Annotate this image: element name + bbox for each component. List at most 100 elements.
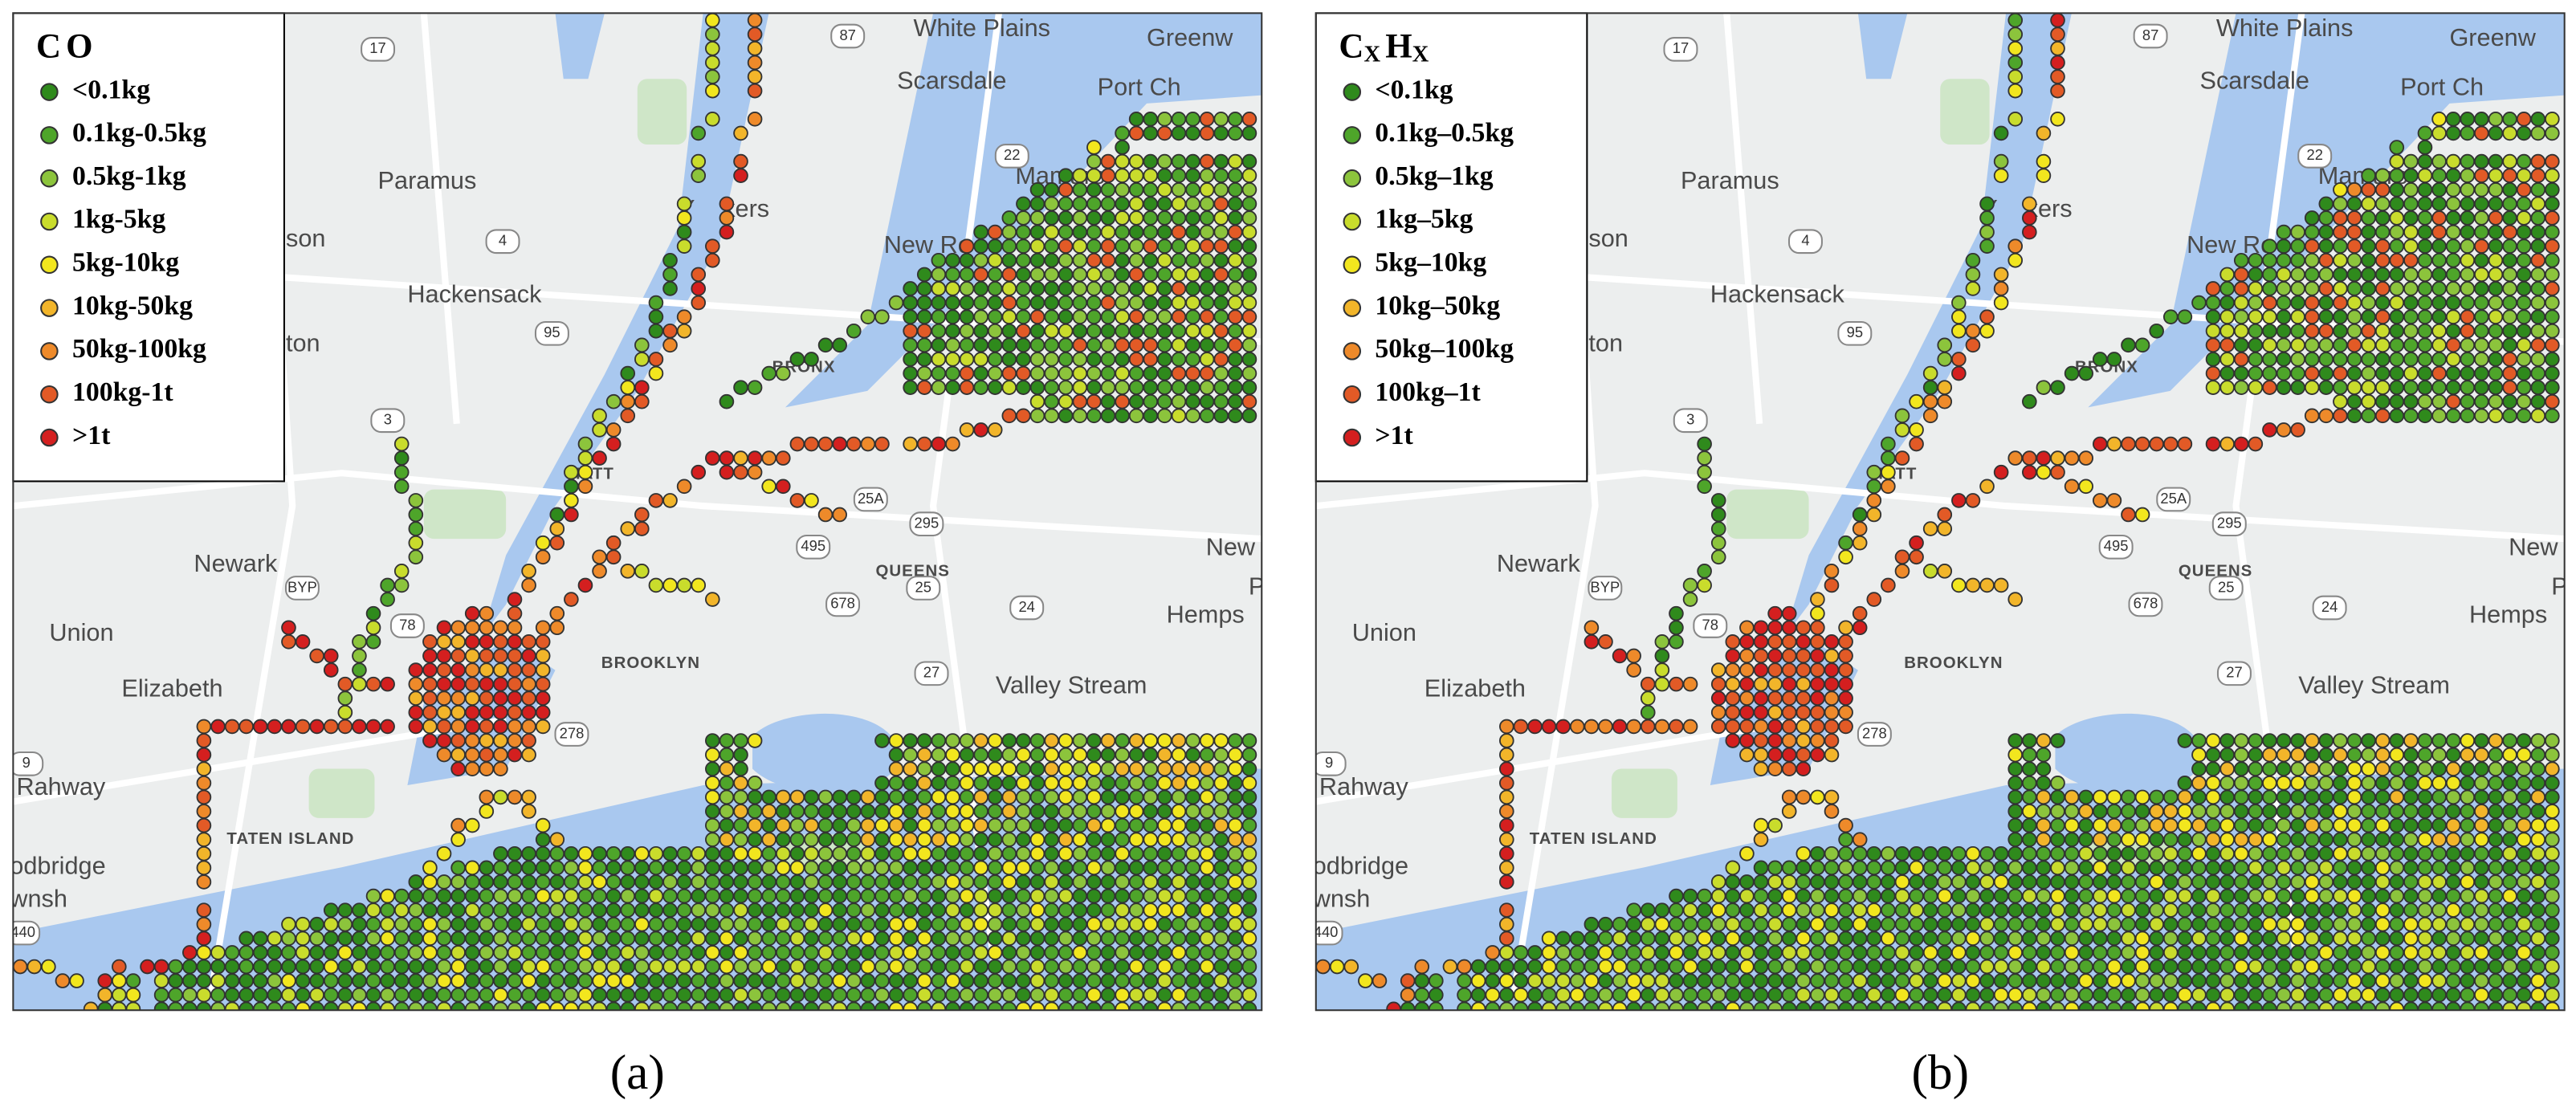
emission-dot bbox=[2177, 775, 2193, 791]
emission-dot bbox=[393, 436, 410, 452]
legend-title-part: H bbox=[1385, 27, 1412, 65]
emission-dot bbox=[2149, 931, 2164, 947]
emission-dot bbox=[2431, 845, 2447, 861]
emission-dot bbox=[2431, 804, 2447, 819]
emission-dot bbox=[1241, 916, 1257, 932]
emission-dot bbox=[959, 295, 975, 311]
emission-dot bbox=[634, 845, 650, 861]
emission-dot bbox=[719, 845, 735, 861]
emission-dot bbox=[1965, 252, 1981, 268]
emission-dot bbox=[2445, 295, 2461, 311]
emission-dot bbox=[2403, 747, 2419, 763]
emission-dot bbox=[733, 153, 748, 169]
emission-dot bbox=[507, 931, 523, 947]
emission-dot bbox=[931, 1001, 947, 1011]
emission-dot bbox=[464, 662, 480, 678]
emission-dot bbox=[2134, 945, 2150, 960]
emission-dot bbox=[1001, 1001, 1017, 1011]
emission-dot bbox=[931, 761, 947, 777]
emission-dot bbox=[2403, 733, 2419, 748]
emission-dot bbox=[1128, 224, 1144, 240]
emission-dot bbox=[676, 577, 692, 593]
emission-dot bbox=[987, 224, 1003, 240]
emission-dot bbox=[2389, 181, 2405, 198]
emission-dot bbox=[747, 804, 763, 819]
emission-dot bbox=[945, 380, 960, 395]
emission-dot bbox=[2191, 804, 2207, 819]
emission-dot bbox=[309, 916, 324, 932]
emission-dot bbox=[1781, 620, 1797, 636]
emission-dot bbox=[1894, 931, 1910, 947]
emission-dot bbox=[761, 1001, 777, 1011]
emission-dot bbox=[1781, 987, 1797, 1003]
emission-dot bbox=[380, 916, 395, 932]
emission-dot bbox=[2361, 365, 2376, 381]
emission-dot bbox=[1029, 309, 1045, 324]
emission-dot bbox=[846, 789, 862, 805]
emission-dot bbox=[2445, 181, 2461, 198]
emission-dot bbox=[1058, 733, 1074, 748]
emission-dot bbox=[2445, 252, 2461, 268]
emission-dot bbox=[380, 945, 395, 960]
emission-dot bbox=[2460, 987, 2476, 1003]
place-label: QUEENS bbox=[875, 561, 949, 580]
emission-dot bbox=[1213, 817, 1229, 833]
emission-dot bbox=[2361, 309, 2376, 324]
emission-dot bbox=[2219, 267, 2235, 283]
emission-dot bbox=[747, 380, 763, 395]
emission-dot bbox=[1810, 845, 1825, 861]
emission-dot bbox=[535, 662, 551, 678]
emission-dot bbox=[1781, 705, 1797, 720]
emission-dot bbox=[1979, 945, 1995, 960]
route-shield bbox=[1663, 37, 1698, 62]
emission-dot bbox=[1185, 380, 1200, 395]
emission-dot bbox=[2106, 789, 2122, 805]
emission-dot bbox=[747, 902, 763, 918]
emission-dot bbox=[2219, 902, 2235, 918]
emission-dot bbox=[2346, 832, 2362, 847]
emission-dot bbox=[634, 987, 650, 1003]
emission-dot bbox=[1115, 281, 1130, 296]
emission-dot bbox=[2502, 252, 2517, 268]
emission-dot bbox=[1029, 916, 1045, 932]
emission-dot bbox=[2262, 761, 2277, 777]
emission-dot bbox=[1228, 309, 1243, 324]
emission-dot bbox=[493, 845, 508, 861]
emission-dot bbox=[2403, 845, 2419, 861]
emission-dot bbox=[1185, 181, 1200, 198]
emission-dot bbox=[2488, 380, 2504, 395]
emission-dot bbox=[860, 931, 876, 947]
emission-dot bbox=[916, 309, 932, 324]
emission-dot bbox=[2545, 747, 2560, 763]
emission-dot bbox=[931, 733, 947, 748]
emission-dot bbox=[804, 959, 819, 975]
emission-dot bbox=[1241, 987, 1257, 1003]
emission-dot bbox=[1213, 380, 1229, 395]
emission-dot bbox=[1100, 168, 1116, 184]
emission-dot bbox=[2036, 761, 2052, 777]
emission-dot bbox=[2078, 902, 2094, 918]
emission-dot bbox=[620, 564, 636, 579]
emission-dot bbox=[916, 832, 932, 847]
emission-dot bbox=[1171, 973, 1187, 988]
emission-dot bbox=[620, 393, 636, 409]
emission-dot bbox=[2333, 323, 2348, 339]
emission-dot bbox=[1852, 860, 1868, 876]
emission-dot bbox=[479, 860, 495, 876]
emission-dot bbox=[874, 1001, 890, 1011]
emission-dot bbox=[620, 945, 636, 960]
emission-dot bbox=[1213, 747, 1229, 763]
emission-dot bbox=[1710, 507, 1726, 523]
emission-dot bbox=[1866, 931, 1882, 947]
emission-dot bbox=[2516, 902, 2532, 918]
emission-dot bbox=[2064, 450, 2080, 466]
emission-dot bbox=[1157, 112, 1172, 127]
emission-dot bbox=[1881, 945, 1896, 960]
emission-dot bbox=[2361, 210, 2376, 226]
emission-dot bbox=[1157, 365, 1172, 381]
emission-dot bbox=[535, 648, 551, 664]
emission-dot bbox=[1682, 902, 1698, 918]
emission-dot bbox=[380, 592, 395, 607]
emission-dot bbox=[252, 973, 268, 988]
emission-dot bbox=[2502, 775, 2517, 791]
